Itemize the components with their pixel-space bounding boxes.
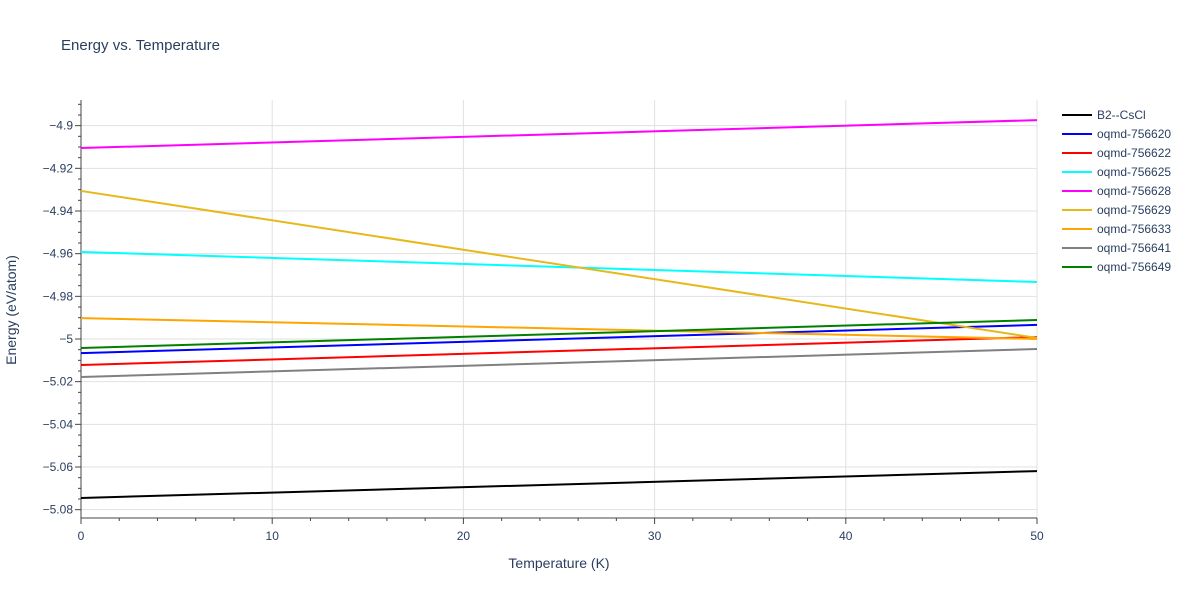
x-tick-label: 50 [1030,529,1044,543]
axes: 0 10 20 30 40 50 −4.9 −4.92 −4.94 −4.96 −4.98 −5 −5.… [43,100,1044,543]
chart-title: Energy vs. Temperature [61,37,220,54]
y-tick-label: −4.92 [43,161,74,175]
y-tick-label: −4.98 [43,289,74,303]
series-line-oqmd-756649 [80,319,1038,349]
y-tick-label: −5.02 [43,375,74,389]
x-tick-label: 10 [266,529,280,543]
x-axis-label: Temperature (K) [508,555,609,571]
y-tick-label: −4.96 [43,247,74,261]
legend-label: oqmd-756629 [1097,203,1171,217]
y-tick-label: −5.08 [43,503,74,517]
y-tick-label: −5.06 [43,460,74,474]
x-tick-label: 0 [78,529,85,543]
legend-label: oqmd-756641 [1097,241,1171,255]
y-tick-label: −4.94 [43,204,74,218]
legend-label: oqmd-756622 [1097,146,1171,160]
grid [81,100,1038,518]
legend-label: oqmd-756633 [1097,222,1171,236]
series-line-oqmd-756625 [80,250,1038,284]
y-tick-label: −5 [59,332,73,346]
series-line-oqmd-756633 [80,317,1038,340]
legend-label: B2--CsCl [1097,108,1146,122]
y-tick-label: −4.9 [49,119,73,133]
legend: B2--CsCl oqmd-756620 oqmd-756622 oqmd-75662… [1062,108,1171,274]
series-line-B2--CsCl [80,470,1038,499]
series-line-oqmd-756629 [80,189,1038,339]
legend-label: oqmd-756628 [1097,184,1171,198]
x-tick-label: 40 [839,529,853,543]
series-line-oqmd-756622 [80,336,1038,367]
x-tick-label: 30 [648,529,662,543]
legend-label: oqmd-756625 [1097,165,1171,179]
series-line-oqmd-756628 [80,119,1038,150]
series-lines [80,119,1038,499]
legend-label: oqmd-756620 [1097,127,1171,141]
legend-label: oqmd-756649 [1097,260,1171,274]
series-line-oqmd-756641 [80,348,1038,378]
x-tick-label: 20 [457,529,471,543]
y-axis-label: Energy (eV/atom) [3,255,19,365]
y-tick-label: −5.04 [43,417,74,431]
series-line-oqmd-756620 [80,323,1038,355]
